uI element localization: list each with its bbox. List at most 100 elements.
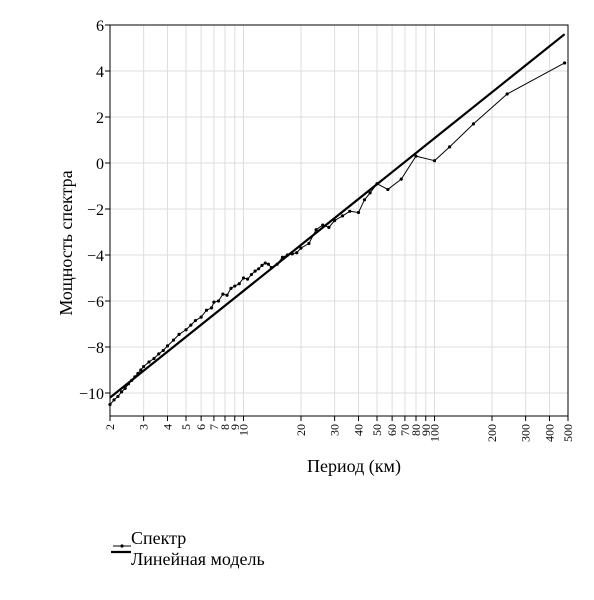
spectrum-point <box>340 214 345 218</box>
x-tick-label: 6 <box>194 424 208 430</box>
x-tick-label: 20 <box>294 424 308 436</box>
x-axis-title: Период (км) <box>307 456 401 477</box>
spectrum-point <box>225 293 229 297</box>
spectrum-point <box>563 61 567 65</box>
spectrum-point <box>147 360 151 364</box>
spectrum-point <box>171 338 176 342</box>
spectrum-point <box>204 308 209 312</box>
x-tick-label: 9 <box>228 424 242 430</box>
spectrum-point <box>165 344 170 348</box>
spectrum-point <box>112 398 116 402</box>
x-tick-label: 4 <box>160 424 174 430</box>
y-tick-label: 0 <box>96 156 104 173</box>
y-tick-label: 6 <box>96 18 104 35</box>
spectrum-point <box>356 210 361 215</box>
spectrum-point <box>368 191 372 195</box>
spectrum-point <box>260 263 264 267</box>
grid <box>109 24 569 416</box>
spectrum-point <box>193 318 198 323</box>
y-tick-label: −8 <box>87 340 104 357</box>
spectrum-point <box>152 356 156 361</box>
spectrum-point <box>314 228 318 232</box>
x-tick-label: 8 <box>218 424 232 430</box>
legend-label-spectrum: Спектр <box>131 528 186 548</box>
spectrum-point <box>157 352 161 356</box>
spectrum-point <box>257 267 261 271</box>
y-axis-title: Мощность спектра <box>56 170 76 315</box>
spectrum-point <box>399 177 403 181</box>
series-layer <box>108 33 567 407</box>
spectrum-point <box>448 145 452 149</box>
x-tick-label: 3 <box>137 424 151 430</box>
x-tick-label: 10 <box>237 424 251 436</box>
spectrum-point <box>299 246 303 250</box>
x-tick-label: 5 <box>179 424 193 430</box>
x-tick-label: 200 <box>485 424 499 442</box>
y-tick-label: −4 <box>87 248 104 265</box>
x-tick-label: 60 <box>385 424 399 436</box>
x-tick-label: 40 <box>351 424 365 436</box>
spectrum-point <box>123 386 127 390</box>
spectrum-point <box>229 286 233 290</box>
x-tick-label: 80 <box>409 424 423 436</box>
spectrum-point <box>348 209 352 213</box>
y-tick-label: 4 <box>96 64 104 81</box>
spectrum-point <box>189 323 193 327</box>
y-tick-labels: −10 −8 −6 −4 −2 0 2 4 6 <box>79 18 104 403</box>
spectrum-point <box>209 306 214 310</box>
x-tick-label: 90 <box>419 424 433 436</box>
y-tick-label: 2 <box>96 110 104 127</box>
x-tick-label: 70 <box>398 424 412 436</box>
y-tick-label: −2 <box>87 202 104 219</box>
spectrum-point <box>327 225 331 229</box>
spectrum-point <box>184 328 188 332</box>
spectrum-point <box>116 394 120 399</box>
spectrum-point <box>471 122 476 126</box>
spectrum-point <box>253 269 257 273</box>
y-tick-label: −6 <box>87 294 104 311</box>
spectrum-point <box>161 348 165 353</box>
spectrum-point <box>199 315 203 319</box>
y-tick-label: −10 <box>79 386 104 403</box>
spectrum-point <box>266 262 270 266</box>
legend-item-linear-model: Линейная модель <box>111 549 265 569</box>
spectrum-point <box>177 332 181 336</box>
spectrum-point <box>241 276 246 280</box>
spectrum-point <box>263 261 267 265</box>
spectrum-point <box>245 277 250 281</box>
legend: Спектр Линейная модель <box>111 528 265 569</box>
x-tick-label: 300 <box>519 424 533 442</box>
spectrum-point <box>386 187 390 192</box>
x-tick-label: 100 <box>427 424 441 442</box>
spectrum-line <box>109 62 565 405</box>
spectrum-point <box>233 284 237 288</box>
linear-model-line <box>109 33 566 399</box>
spectrum-point <box>139 368 143 372</box>
spectrum-point <box>216 299 221 303</box>
legend-item-spectrum: Спектр <box>113 528 186 548</box>
legend-marker-spectrum <box>120 544 124 548</box>
spectrum-point <box>362 198 367 202</box>
x-tick-label: 500 <box>561 424 575 442</box>
x-tick-label: 400 <box>542 424 556 442</box>
spectrum-point <box>212 300 216 304</box>
plot-area <box>109 24 569 417</box>
x-tick-label: 50 <box>370 424 384 436</box>
spectrum-point <box>221 292 225 296</box>
spectrum-point <box>307 241 311 246</box>
x-tick-label: 30 <box>328 424 342 436</box>
axis-ticks <box>105 24 569 421</box>
spectrum-point <box>249 272 254 277</box>
spectrum-point <box>505 92 509 96</box>
spectrum-point <box>142 364 146 369</box>
spectrum-point <box>237 282 241 286</box>
spectrum-point <box>119 390 124 394</box>
spectrum-point <box>414 154 418 158</box>
spectrum-point <box>432 159 437 163</box>
legend-label-linear-model: Линейная модель <box>131 549 265 569</box>
spectrum-point <box>295 251 299 255</box>
x-tick-label: 2 <box>103 424 117 430</box>
x-tick-label: 7 <box>207 424 221 430</box>
